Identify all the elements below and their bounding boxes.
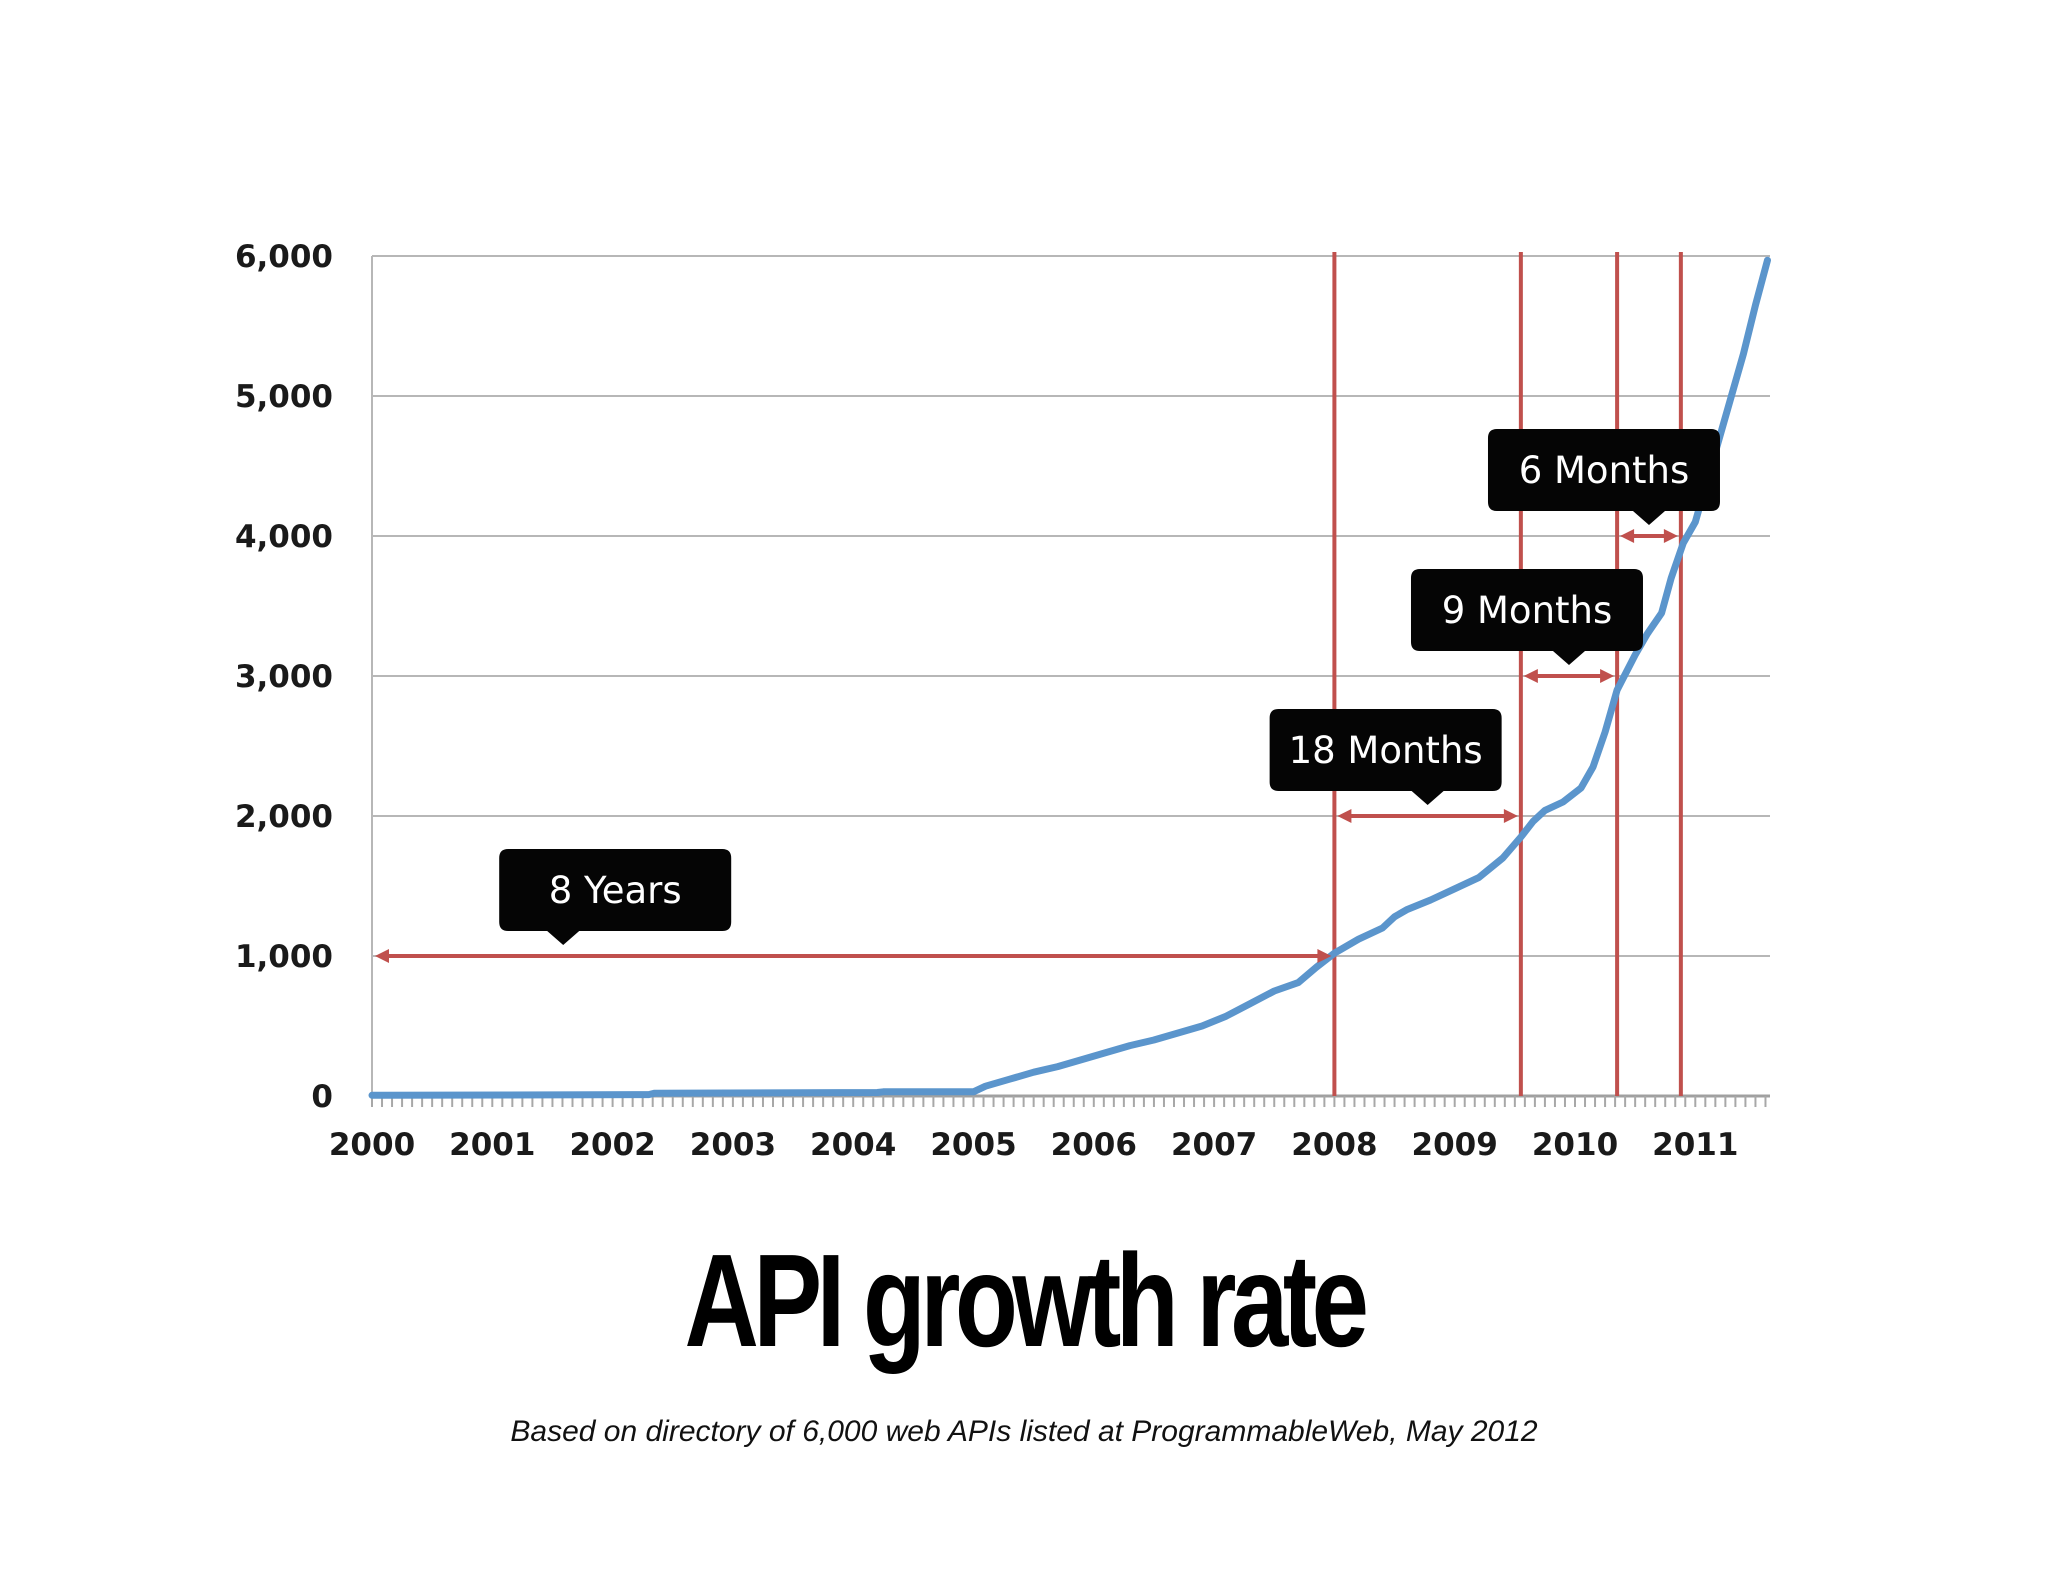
callout-label: 9 Months: [1442, 589, 1613, 632]
x-tick-label: 2005: [930, 1127, 1016, 1163]
interval-arrow-head-left: [1523, 669, 1538, 683]
y-tick-label: 1,000: [235, 939, 333, 975]
x-axis-minor-ticks: [371, 1096, 1767, 1107]
interval-callout: 9 Months: [1410, 569, 1643, 665]
x-axis-tick-labels: 2000 2001 2002 2003 2004 2005 2006 2007 2008 2009…: [329, 1127, 1739, 1163]
interval-arrow-head-right: [1600, 669, 1615, 683]
api-count-series-line: [368, 256, 1771, 1099]
y-axis-tick-labels: 0 1,000 2,000 3,000 4,000 5,000 6,000: [235, 239, 333, 1115]
y-tick-label: 0: [311, 1079, 333, 1115]
interval-arrow-head-right: [1317, 949, 1332, 963]
callout-box: [1269, 709, 1502, 805]
y-tick-label: 2,000: [235, 799, 333, 835]
interval-callouts: 8 Years 18 Months 9 Months 6 Months: [499, 429, 1720, 945]
callout-box: [1410, 569, 1643, 665]
interval-callout: 18 Months: [1269, 709, 1502, 805]
chart-subtitle: Based on directory of 6,000 web APIs lis…: [510, 1415, 1538, 1448]
callout-label: 6 Months: [1519, 449, 1690, 492]
y-tick-label: 5,000: [235, 379, 333, 415]
x-tick-label: 2010: [1532, 1127, 1618, 1163]
x-tick-label: 2000: [329, 1127, 415, 1163]
interval-arrow-head-left: [375, 949, 389, 963]
x-tick-label: 2007: [1171, 1127, 1257, 1163]
callout-box: [1487, 429, 1720, 525]
callout-label: 18 Months: [1289, 729, 1483, 772]
x-tick-label: 2006: [1051, 1127, 1137, 1163]
interval-arrow-head-left: [1620, 529, 1635, 543]
x-tick-label: 2001: [449, 1127, 535, 1163]
y-tick-label: 3,000: [235, 659, 333, 695]
interval-arrows: [375, 529, 1678, 963]
x-tick-label: 2011: [1652, 1127, 1738, 1163]
y-tick-label: 6,000: [235, 239, 333, 275]
chart-title: API growth rate: [684, 1227, 1369, 1374]
interval-arrow-head-left: [1337, 809, 1352, 823]
callout-box: [499, 849, 732, 945]
interval-callout: 8 Years: [499, 849, 732, 945]
interval-arrow-head-right: [1503, 809, 1518, 823]
x-tick-label: 2002: [569, 1127, 655, 1163]
x-tick-label: 2003: [690, 1127, 776, 1163]
callout-label: 8 Years: [549, 869, 682, 912]
x-tick-label: 2009: [1412, 1127, 1498, 1163]
y-tick-label: 4,000: [235, 519, 333, 555]
x-tick-label: 2008: [1291, 1127, 1377, 1163]
x-tick-label: 2004: [810, 1127, 896, 1163]
interval-arrow-head-right: [1663, 529, 1678, 543]
interval-callout: 6 Months: [1487, 429, 1720, 525]
